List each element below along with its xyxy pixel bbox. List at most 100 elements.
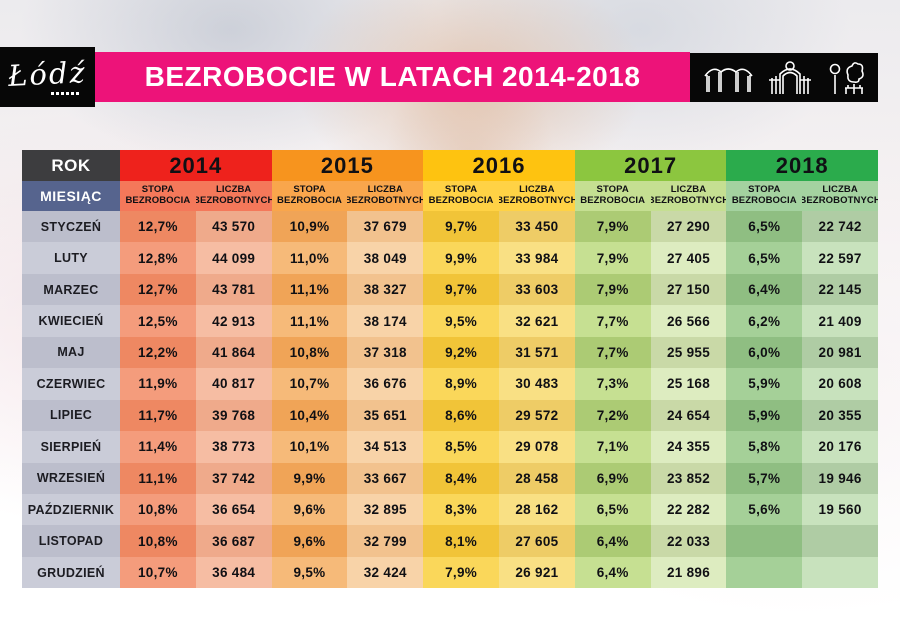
liczba-cell-2015: 38 174 <box>347 305 424 337</box>
year-header-2015: 2015 <box>271 150 424 181</box>
stopa-cell-2018 <box>726 556 803 589</box>
lodz-logo-subtext <box>50 91 79 95</box>
liczba-cell-2017: 21 896 <box>650 556 727 589</box>
subheader-liczba-2015: LICZBA BEZROBOTNYCH <box>347 181 424 211</box>
subheader-stopa-2018: STOPA BEZROBOCIA <box>726 181 803 211</box>
stopa-cell-2014: 12,5% <box>120 305 196 337</box>
liczba-cell-2017: 24 654 <box>650 399 727 432</box>
liczba-cell-2017: 22 282 <box>650 493 727 526</box>
month-cell: LISTOPAD <box>22 525 120 557</box>
month-cell: LIPIEC <box>22 399 120 432</box>
stopa-cell-2018 <box>726 525 803 557</box>
stopa-cell-2018: 5,8% <box>726 431 803 463</box>
stopa-cell-2017: 7,7% <box>574 336 651 369</box>
liczba-cell-2014: 36 484 <box>195 556 272 589</box>
landmark-icons-box <box>690 53 878 102</box>
liczba-cell-2014: 36 654 <box>195 493 272 526</box>
stopa-cell-2018: 5,7% <box>726 462 803 494</box>
liczba-cell-2015: 32 799 <box>347 525 424 557</box>
liczba-cell-2015: 38 327 <box>347 273 424 306</box>
subheader-stopa-2015: STOPA BEZROBOCIA <box>271 181 348 211</box>
miesiac-header: MIESIĄC <box>22 181 120 211</box>
stopa-cell-2017: 6,4% <box>574 525 651 557</box>
stopa-cell-2015: 11,0% <box>271 242 348 274</box>
stopa-cell-2014: 12,7% <box>120 273 196 306</box>
liczba-cell-2017: 26 566 <box>650 305 727 337</box>
stopa-cell-2014: 12,7% <box>120 211 196 243</box>
stopa-cell-2016: 8,1% <box>423 525 499 557</box>
liczba-cell-2018 <box>802 556 878 589</box>
liczba-cell-2016: 27 605 <box>499 525 575 557</box>
liczba-cell-2016: 31 571 <box>499 336 575 369</box>
liczba-cell-2015: 36 676 <box>347 368 424 400</box>
stopa-cell-2015: 10,8% <box>271 336 348 369</box>
liczba-cell-2018: 22 597 <box>802 242 878 274</box>
stopa-cell-2016: 9,7% <box>423 211 499 243</box>
stopa-cell-2015: 9,6% <box>271 493 348 526</box>
month-cell: WRZESIEŃ <box>22 462 120 494</box>
stopa-cell-2014: 11,4% <box>120 431 196 463</box>
liczba-cell-2018 <box>802 525 878 557</box>
park-tree-bench-icon <box>826 60 866 96</box>
rok-header: ROK <box>22 150 120 181</box>
liczba-cell-2018: 22 145 <box>802 273 878 306</box>
stopa-cell-2018: 6,0% <box>726 336 803 369</box>
month-cell: MAJ <box>22 336 120 369</box>
liczba-cell-2015: 32 895 <box>347 493 424 526</box>
liczba-cell-2014: 44 099 <box>195 242 272 274</box>
stopa-cell-2014: 12,2% <box>120 336 196 369</box>
year-header-2016: 2016 <box>423 150 575 181</box>
liczba-cell-2017: 25 955 <box>650 336 727 369</box>
stopa-cell-2018: 5,6% <box>726 493 803 526</box>
liczba-cell-2014: 39 768 <box>195 399 272 432</box>
title-banner: BEZROBOCIE W LATACH 2014-2018 <box>95 52 690 102</box>
stopa-cell-2015: 10,9% <box>271 211 348 243</box>
stopa-cell-2018: 6,5% <box>726 211 803 243</box>
stopa-cell-2015: 9,9% <box>271 462 348 494</box>
stopa-cell-2018: 6,5% <box>726 242 803 274</box>
stopa-cell-2014: 11,7% <box>120 399 196 432</box>
liczba-cell-2018: 22 742 <box>802 211 878 243</box>
stopa-cell-2016: 9,7% <box>423 273 499 306</box>
stopa-cell-2017: 7,1% <box>574 431 651 463</box>
lodz-logo-script: Łódź <box>7 54 88 93</box>
month-cell: GRUDZIEŃ <box>22 556 120 589</box>
subheader-liczba-2017: LICZBA BEZROBOTNYCH <box>650 181 727 211</box>
liczba-cell-2018: 19 560 <box>802 493 878 526</box>
stopa-cell-2016: 8,4% <box>423 462 499 494</box>
liczba-cell-2018: 21 409 <box>802 305 878 337</box>
liczba-cell-2016: 29 078 <box>499 431 575 463</box>
month-cell: MARZEC <box>22 273 120 306</box>
stopa-cell-2017: 7,3% <box>574 368 651 400</box>
month-cell: SIERPIEŃ <box>22 431 120 463</box>
liczba-cell-2015: 33 667 <box>347 462 424 494</box>
stopa-cell-2015: 10,1% <box>271 431 348 463</box>
liczba-cell-2016: 32 621 <box>499 305 575 337</box>
stopa-cell-2017: 7,2% <box>574 399 651 432</box>
liczba-cell-2018: 19 946 <box>802 462 878 494</box>
month-cell: KWIECIEŃ <box>22 305 120 337</box>
stopa-cell-2017: 6,4% <box>574 556 651 589</box>
month-cell: CZERWIEC <box>22 368 120 400</box>
stopa-cell-2016: 8,5% <box>423 431 499 463</box>
stopa-cell-2016: 9,9% <box>423 242 499 274</box>
stopa-cell-2017: 7,9% <box>574 211 651 243</box>
canopy-arches-icon <box>703 62 755 94</box>
page-title: BEZROBOCIE W LATACH 2014-2018 <box>144 61 641 92</box>
year-header-2014: 2014 <box>120 150 272 181</box>
liczba-cell-2017: 24 355 <box>650 431 727 463</box>
stopa-cell-2017: 6,5% <box>574 493 651 526</box>
liczba-cell-2017: 27 150 <box>650 273 727 306</box>
liczba-cell-2017: 27 405 <box>650 242 727 274</box>
stopa-cell-2018: 6,4% <box>726 273 803 306</box>
liczba-cell-2014: 38 773 <box>195 431 272 463</box>
liczba-cell-2016: 33 450 <box>499 211 575 243</box>
year-header-2017: 2017 <box>574 150 727 181</box>
stopa-cell-2015: 10,7% <box>271 368 348 400</box>
stopa-cell-2017: 7,9% <box>574 242 651 274</box>
liczba-cell-2016: 30 483 <box>499 368 575 400</box>
stopa-cell-2017: 7,7% <box>574 305 651 337</box>
liczba-cell-2017: 27 290 <box>650 211 727 243</box>
stopa-cell-2016: 8,6% <box>423 399 499 432</box>
